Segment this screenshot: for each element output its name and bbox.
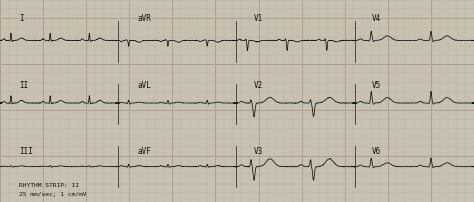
Text: V6: V6 bbox=[372, 147, 382, 157]
Text: aVR: aVR bbox=[137, 14, 151, 23]
Text: I: I bbox=[19, 14, 24, 23]
Text: II: II bbox=[19, 81, 28, 90]
Text: 25 mm/sec; 1 cm/mV: 25 mm/sec; 1 cm/mV bbox=[19, 192, 86, 197]
Text: V1: V1 bbox=[254, 14, 263, 23]
Text: V3: V3 bbox=[254, 147, 263, 157]
Text: III: III bbox=[19, 147, 33, 157]
Text: V5: V5 bbox=[372, 81, 382, 90]
Text: aVF: aVF bbox=[137, 147, 151, 157]
Text: aVL: aVL bbox=[137, 81, 151, 90]
Text: RHYTHM STRIP: II: RHYTHM STRIP: II bbox=[19, 183, 79, 188]
Text: V2: V2 bbox=[254, 81, 263, 90]
Text: V4: V4 bbox=[372, 14, 382, 23]
